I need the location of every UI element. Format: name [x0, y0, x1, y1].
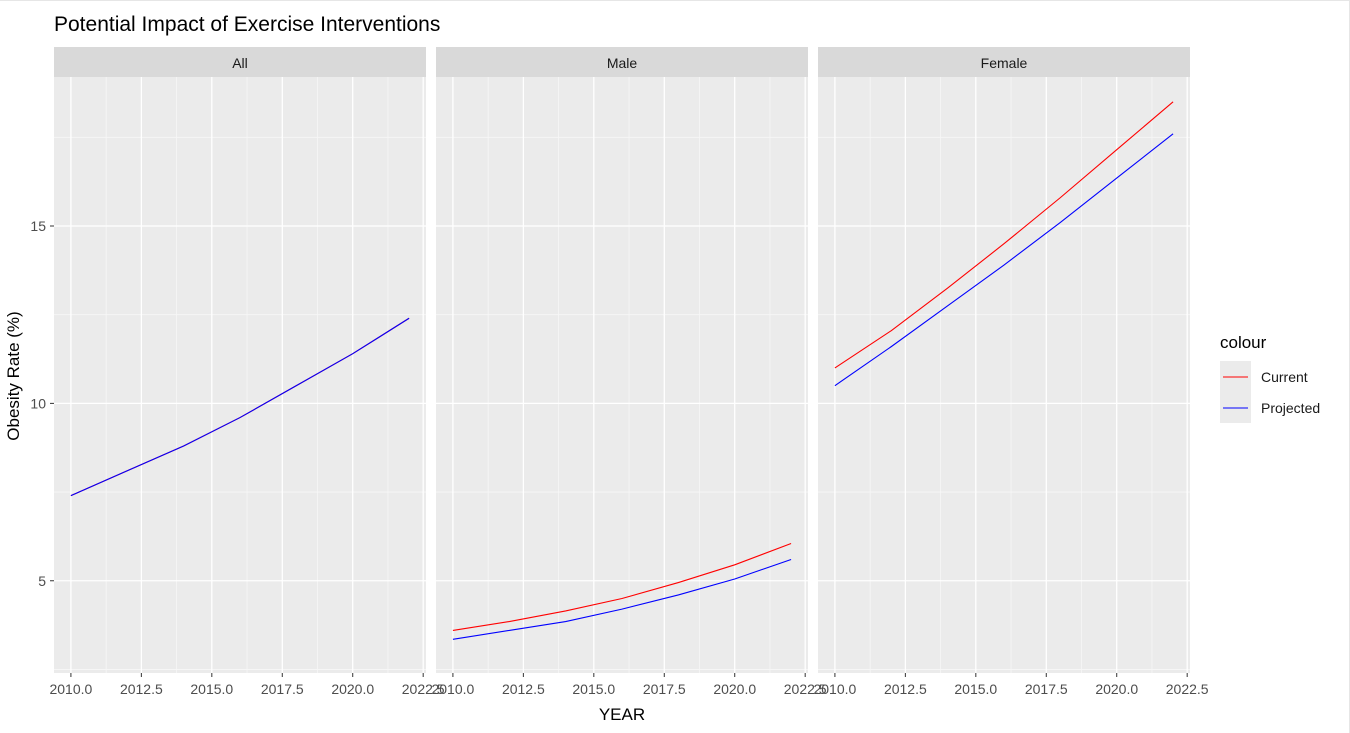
facet-strip-label: Female — [981, 55, 1028, 71]
panel-background — [54, 77, 426, 673]
y-tick-label: 10 — [30, 395, 46, 411]
x-tick-label: 2010.0 — [813, 681, 856, 697]
facet-panel-female: Female 2010.0 2012.5 2015.0 2017.5 2020.0 2022… — [813, 47, 1209, 697]
window-top-border — [0, 0, 1350, 1]
x-tick-label: 2012.5 — [120, 681, 163, 697]
facet-strip-label: All — [232, 55, 248, 71]
panel-background — [436, 77, 808, 673]
chart-title: Potential Impact of Exercise Interventio… — [54, 13, 440, 36]
x-tick-label: 2020.0 — [1095, 681, 1138, 697]
legend-label-current: Current — [1261, 369, 1308, 385]
series-line-projected — [70, 317, 410, 497]
x-tick-label: 2017.5 — [1025, 681, 1068, 697]
legend-label-projected: Projected — [1261, 400, 1320, 416]
x-tick-label: 2012.5 — [502, 681, 545, 697]
y-tick-label: 15 — [30, 218, 46, 234]
x-axis-label: YEAR — [599, 705, 645, 724]
x-tick-label: 2017.5 — [643, 681, 686, 697]
legend-keys: Current Projected — [1220, 361, 1320, 423]
x-tick-label: 2022.5 — [402, 681, 445, 697]
x-tick-label: 2020.0 — [713, 681, 756, 697]
x-tick-label: 2010.0 — [49, 681, 92, 697]
x-tick-label: 2022.5 — [784, 681, 827, 697]
y-axis-label: Obesity Rate (%) — [4, 311, 23, 440]
facet-strip-label: Male — [607, 55, 638, 71]
legend-title: colour — [1220, 333, 1267, 352]
x-tick-label: 2015.0 — [190, 681, 233, 697]
facet-strip — [818, 47, 1190, 77]
facet-panel-all: All 2010.0 2012.5 2015.0 2017.5 2020.0 2022.5 — [49, 47, 445, 697]
series-line-current — [834, 101, 1174, 369]
series-line-projected — [452, 558, 792, 640]
x-tick-label: 2017.5 — [261, 681, 304, 697]
x-tick-label: 2015.0 — [954, 681, 997, 697]
facet-panel-male: Male 2010.0 2012.5 2015.0 2017.5 2020.0 2022.5 — [431, 47, 827, 697]
x-tick-label: 2010.0 — [431, 681, 474, 697]
legend: colour Current Projected — [1220, 333, 1320, 423]
series-line-projected — [834, 133, 1174, 387]
x-tick-label: 2015.0 — [572, 681, 615, 697]
facet-strip — [436, 47, 808, 77]
x-tick-label: 2020.0 — [331, 681, 374, 697]
x-tick-label: 2012.5 — [884, 681, 927, 697]
facet-strip — [54, 47, 426, 77]
y-axis: 5 10 15 — [30, 218, 54, 589]
panel-background — [818, 77, 1190, 673]
series-line-current — [452, 542, 792, 631]
x-tick-label: 2022.5 — [1166, 681, 1209, 697]
y-tick-label: 5 — [38, 573, 46, 589]
